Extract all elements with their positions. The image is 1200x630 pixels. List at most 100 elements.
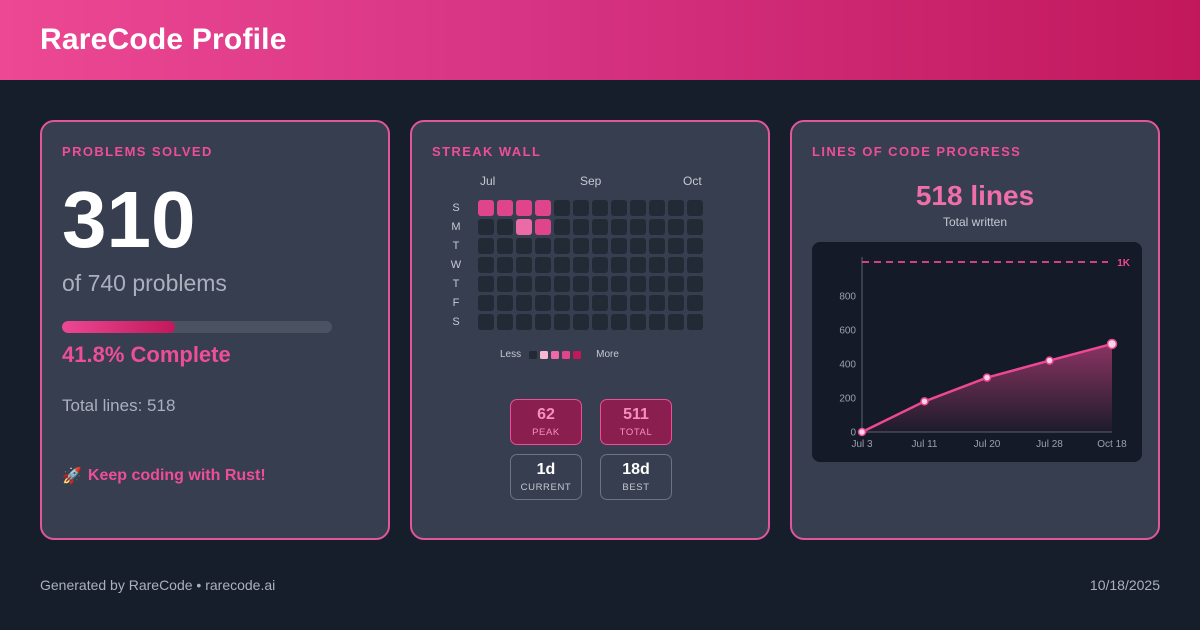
heatmap-cell (535, 295, 551, 311)
legend-swatch (551, 350, 560, 359)
stat-best-value: 18d (622, 461, 650, 479)
heatmap-cell (554, 200, 570, 216)
heatmap-cell (554, 276, 570, 292)
legend-swatch (573, 350, 582, 359)
heatmap-cell (573, 219, 589, 235)
legend-swatch (540, 350, 549, 359)
data-point (920, 397, 929, 406)
heatmap-cell (478, 295, 494, 311)
x-tick-label: Jul 11 (912, 439, 938, 450)
problems-percent-complete: 41.8% Complete (62, 342, 231, 367)
heatmap-cell (649, 200, 665, 216)
header-bar: RareCode Profile (0, 0, 1200, 80)
heatmap-cell (478, 257, 494, 273)
heatmap-cell (554, 257, 570, 273)
weekday-label: W (450, 259, 462, 271)
heatmap-cell (592, 276, 608, 292)
loc-chart: 0 200 400 600 800 Jul 3 Jul 11 Jul 20 Jul 28 Oct … (839, 257, 1131, 450)
heatmap-cell (687, 219, 703, 235)
stat-peak-value: 62 (537, 406, 555, 424)
heatmap-cell (649, 276, 665, 292)
heatmap-cell (573, 200, 589, 216)
legend-swatch (529, 350, 538, 359)
heatmap-cell (687, 238, 703, 254)
y-tick-label: 400 (839, 360, 856, 371)
heatmap-cell (516, 276, 532, 292)
series-area (862, 343, 1112, 432)
heatmap-cell (687, 314, 703, 330)
month-label: Jul (480, 174, 496, 188)
page-title: RareCode Profile (40, 23, 287, 56)
heatmap-cell (554, 295, 570, 311)
problems-progress-bar (62, 321, 332, 333)
y-tick-label: 200 (839, 394, 856, 405)
heatmap-cell (630, 276, 646, 292)
heatmap-cell (611, 238, 627, 254)
heatmap-cell (478, 276, 494, 292)
y-tick-label: 0 (850, 428, 856, 439)
heatmap-cell (516, 219, 532, 235)
heatmap-cell (478, 200, 494, 216)
heatmap-cell (668, 295, 684, 311)
footer-credit: Generated by RareCode • rarecode.ai (40, 577, 276, 593)
heatmap-cell (554, 219, 570, 235)
stat-current-label: CURRENT (520, 481, 572, 493)
problems-solved-card: PROBLEMS SOLVED 310 of 740 problems 41.8… (40, 120, 390, 540)
weekday-label: S (452, 202, 460, 214)
heatmap-cell (630, 200, 646, 216)
heatmap-cell (497, 238, 513, 254)
heatmap-cell (478, 314, 494, 330)
month-label: Sep (580, 174, 602, 188)
x-tick-label: Jul 3 (851, 439, 873, 450)
stat-best-streak: 18d BEST (600, 454, 672, 500)
stat-current-value: 1d (536, 461, 556, 479)
heatmap-cell (497, 200, 513, 216)
heatmap-cell (630, 238, 646, 254)
problems-solved-count: 310 (62, 175, 196, 264)
y-tick-label: 800 (839, 292, 856, 303)
heatmap-cell (611, 200, 627, 216)
heatmap-cell (592, 257, 608, 273)
keep-coding-label: Keep coding with Rust! (87, 467, 266, 484)
heatmap-cell (668, 257, 684, 273)
heatmap-cell (497, 314, 513, 330)
heatmap-cell (516, 238, 532, 254)
legend-swatch (562, 350, 571, 359)
heatmap-cell (592, 238, 608, 254)
streak-card-title: STREAK WALL (432, 144, 542, 159)
x-tick-label: Jul 20 (974, 439, 1001, 450)
stat-total-value: 511 (623, 406, 649, 424)
heatmap-cell (630, 314, 646, 330)
data-point (1045, 356, 1054, 365)
x-tick-label: Jul 28 (1036, 439, 1063, 450)
heatmap-cell (668, 314, 684, 330)
heatmap-cell (516, 257, 532, 273)
heatmap-cell (687, 295, 703, 311)
heatmap-cell (649, 257, 665, 273)
weekday-label: S (452, 316, 460, 328)
stat-peak: 62 PEAK (510, 399, 582, 445)
loc-total-value: 518 lines (915, 180, 1035, 211)
total-lines-text: Total lines: 518 (62, 396, 176, 415)
heatmap-cell (535, 200, 551, 216)
stat-peak-label: PEAK (532, 426, 560, 438)
loc-card-title: LINES OF CODE PROGRESS (812, 144, 1022, 159)
heatmap-cell (535, 257, 551, 273)
heatmap-cell (649, 219, 665, 235)
rocket-icon: 🚀 (62, 468, 82, 485)
legend-more-label: More (596, 349, 619, 360)
heatmap-cell (668, 200, 684, 216)
target-label: 1K (1117, 258, 1131, 269)
weekday-label: T (452, 278, 460, 290)
streak-wall-card: STREAK WALL Jul Sep Oct S M T W T F S Le… (410, 120, 770, 540)
heatmap-cell (630, 295, 646, 311)
heatmap-cell (611, 295, 627, 311)
heatmap-cell (497, 257, 513, 273)
heatmap-cell (535, 219, 551, 235)
heatmap-cell (611, 314, 627, 330)
heatmap-cell (649, 314, 665, 330)
data-point (1106, 338, 1118, 350)
footer-date: 10/18/2025 (1089, 577, 1160, 593)
heatmap-cell (535, 314, 551, 330)
stat-current-streak: 1d CURRENT (510, 454, 582, 500)
